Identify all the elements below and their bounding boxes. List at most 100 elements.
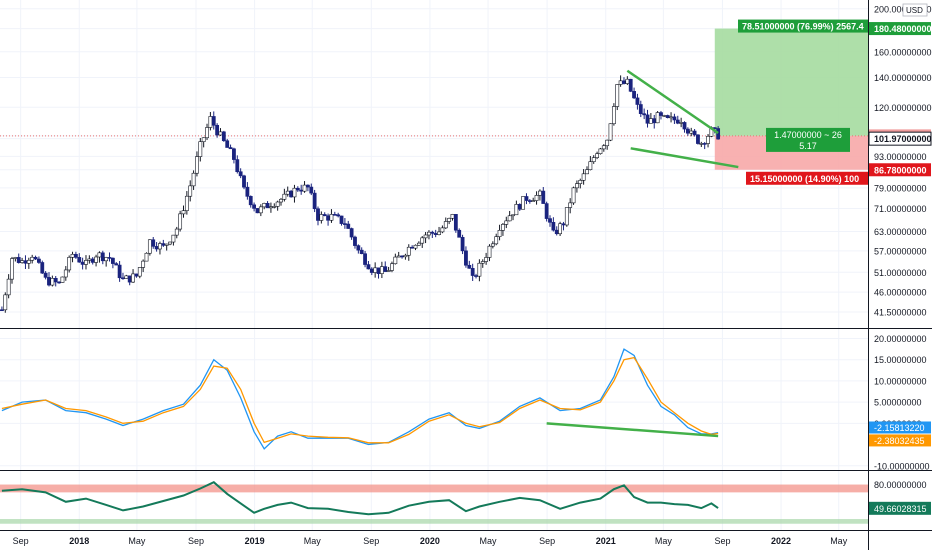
time-tick-label: May — [480, 536, 498, 546]
candle — [0, 306, 4, 312]
candle — [295, 186, 300, 192]
candle — [336, 212, 341, 218]
candle — [265, 201, 270, 209]
candle — [164, 243, 169, 251]
candle — [201, 137, 206, 148]
stop-price-tag: 86.78000000 — [869, 163, 931, 177]
candle — [131, 269, 135, 283]
candle — [521, 196, 526, 210]
candle — [6, 274, 11, 299]
candle — [238, 168, 243, 179]
candle — [470, 263, 475, 282]
price-axis[interactable]: 41.50000000 46.00000000 51.00000000 57.0000… — [868, 3, 932, 515]
target-zone — [714, 28, 868, 136]
candle — [564, 207, 569, 227]
stop-info-label: 15.15000000 (14.90%) 100 — [746, 171, 868, 185]
svg-text:15.15000000 (14.90%) 100: 15.15000000 (14.90%) 100 — [750, 174, 859, 184]
rsi-panel — [0, 481, 868, 524]
oscillator-panel — [1, 348, 719, 450]
candle — [339, 215, 344, 226]
candle — [662, 114, 667, 117]
candle — [181, 205, 186, 218]
price-tick-label: 41.50000000 — [874, 308, 927, 318]
candle — [282, 188, 287, 202]
candle — [393, 253, 398, 265]
oscillator-line — [1, 348, 719, 450]
candle — [363, 250, 367, 268]
candle — [655, 111, 660, 124]
svg-text:180.48000000: 180.48000000 — [874, 24, 932, 34]
candle — [215, 123, 220, 138]
candle — [252, 202, 257, 212]
candle — [464, 246, 468, 268]
candle — [43, 271, 48, 280]
candle — [605, 139, 610, 150]
time-axis[interactable]: Sep 2018 May Sep 2019 May Sep 2020 May Sep 2021 May… — [13, 536, 848, 546]
oscillator-value-tag: -2.15813220 — [869, 421, 931, 434]
candle — [329, 209, 334, 223]
candle — [191, 170, 196, 190]
oscillator-value-tag: -2.38032435 — [869, 434, 931, 447]
candle — [487, 244, 492, 262]
svg-text:5.17: 5.17 — [799, 141, 817, 151]
time-tick-label: Sep — [13, 536, 29, 546]
price-tick-label: 160.00000000 — [874, 47, 932, 57]
candle — [497, 224, 502, 241]
divergence-trend-line — [546, 422, 719, 438]
candle — [706, 134, 710, 148]
price-tick-label: 51.00000000 — [874, 268, 927, 278]
price-tick-label: 57.00000000 — [874, 246, 927, 256]
candle — [306, 184, 310, 192]
candle — [255, 208, 260, 214]
candle — [322, 212, 327, 217]
time-tick-label: May — [304, 536, 322, 546]
time-tick-label: 2022 — [771, 536, 791, 546]
candle — [615, 84, 620, 111]
oscillator-tick-label: -10.00000000 — [874, 461, 930, 471]
rsi-value-tag: 49.66028315 — [869, 501, 931, 515]
candle — [309, 183, 314, 196]
candle — [665, 114, 670, 119]
candle — [440, 225, 445, 234]
candle — [632, 87, 636, 100]
candle — [147, 239, 152, 256]
time-tick-label: May — [830, 536, 848, 546]
oscillator-line — [1, 356, 719, 444]
time-tick-label: Sep — [714, 536, 730, 546]
candle — [595, 151, 599, 160]
candle — [635, 93, 640, 110]
candle — [205, 123, 209, 141]
candle — [548, 215, 552, 227]
candle — [672, 113, 677, 124]
price-tick-label: 71.00000000 — [874, 204, 927, 214]
candle — [511, 214, 515, 221]
candle — [581, 169, 586, 185]
candle — [675, 115, 680, 125]
current-price-tag: 101.97000000 — [868, 131, 932, 146]
rsi-band — [0, 519, 868, 524]
candle — [53, 275, 58, 287]
candle — [484, 252, 489, 265]
oscillator-tick-label: 20.00000000 — [874, 334, 927, 344]
time-tick-label: Sep — [363, 536, 379, 546]
candle — [457, 228, 462, 238]
candle — [568, 198, 573, 214]
candle — [390, 261, 394, 273]
candle — [460, 234, 465, 255]
candle — [611, 103, 616, 126]
candle — [420, 236, 425, 248]
price-tick-label: 79.00000000 — [874, 183, 927, 193]
candle — [158, 241, 162, 255]
candle — [188, 180, 193, 202]
candle — [608, 123, 613, 142]
candle — [114, 262, 119, 266]
candle — [319, 211, 324, 224]
candle — [406, 244, 411, 261]
candle — [63, 266, 68, 281]
candle — [544, 201, 549, 222]
candle — [447, 217, 452, 225]
candle — [551, 217, 556, 232]
candle — [302, 181, 307, 193]
